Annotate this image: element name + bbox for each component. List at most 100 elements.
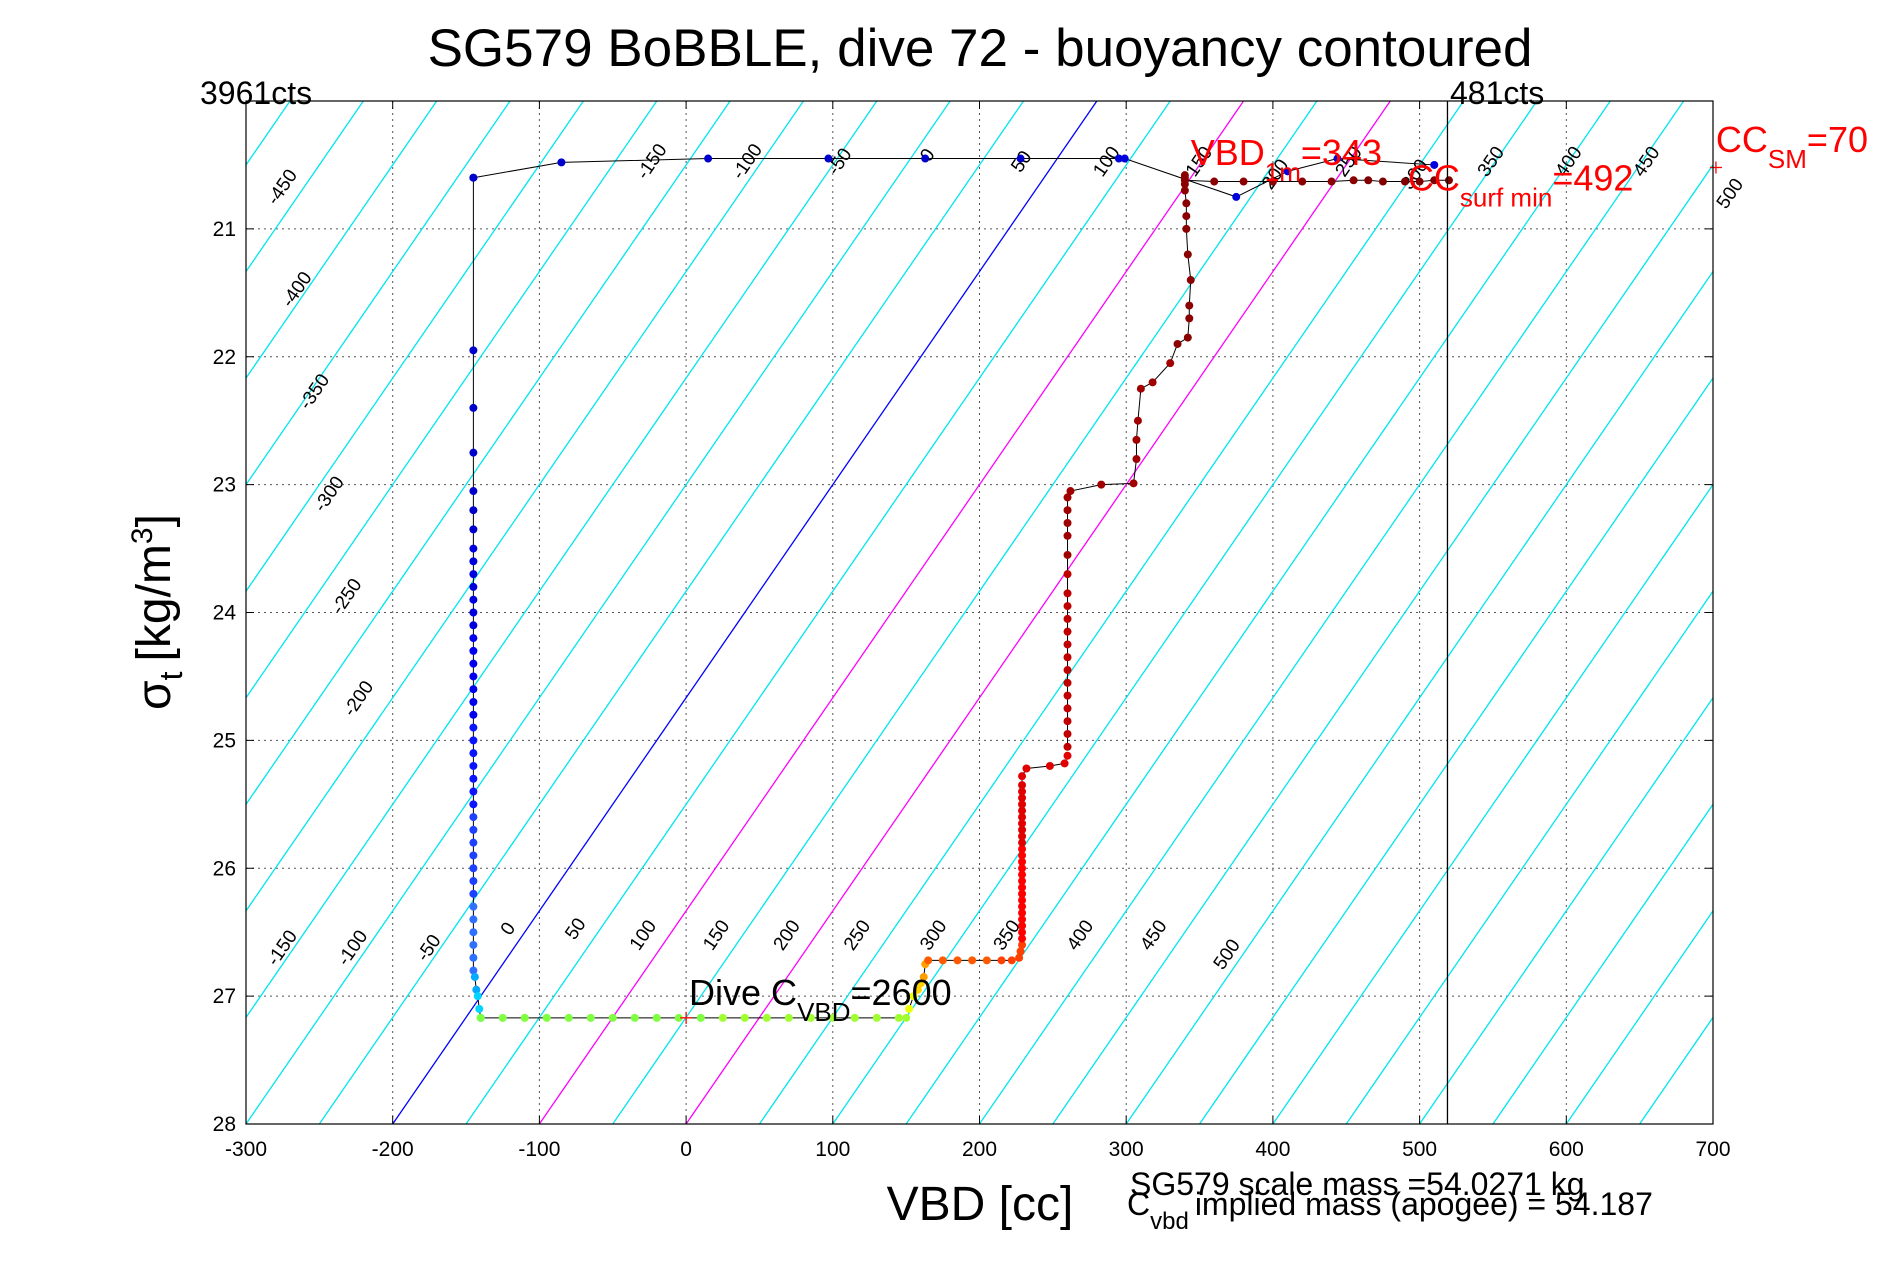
buoyancy-contour: [246, 101, 804, 913]
point-layer: [469, 154, 1453, 1022]
data-point: [1018, 883, 1027, 892]
data-point: [909, 992, 918, 1001]
data-point: [762, 1013, 771, 1022]
data-point: [1018, 915, 1027, 924]
data-point: [1132, 455, 1141, 464]
data-point: [469, 698, 478, 707]
highlight-buoyancy-contour: [685, 101, 1391, 1124]
footer-implied-mass: Cvbd implied mass (apogee) = 54.187: [1127, 1186, 1653, 1235]
highlight-buoyancy-contour: [538, 101, 1245, 1124]
buoyancy-contour: [978, 101, 1685, 1124]
y-axis-label-unit: [kg/m: [128, 544, 181, 661]
buoyancy-contour: [758, 101, 1465, 1124]
annotation-text: =343: [1301, 132, 1382, 173]
data-point: [1182, 212, 1191, 221]
buoyancy-contour: [1272, 483, 1713, 1124]
data-point: [1063, 614, 1072, 623]
data-point: [1349, 176, 1358, 185]
data-point: [1183, 333, 1192, 342]
footer-scale-mass: SG579 scale mass =54.0271 kg: [1130, 1166, 1585, 1202]
data-point: [740, 1013, 749, 1022]
data-point: [1185, 314, 1194, 323]
annotation-text: =492: [1552, 158, 1633, 199]
data-point: [469, 582, 478, 591]
data-point: [652, 1013, 661, 1022]
data-point: [469, 774, 478, 783]
data-point: [784, 1013, 793, 1022]
y-tick-label: 27: [213, 985, 236, 1008]
annotation-text: CC: [1408, 158, 1460, 199]
data-point: [469, 889, 478, 898]
data-point: [586, 1013, 595, 1022]
data-point: [469, 634, 478, 643]
data-point: [997, 956, 1006, 965]
data-point: [916, 979, 925, 988]
data-point: [1173, 339, 1182, 348]
data-point: [1063, 550, 1072, 559]
data-point: [1400, 177, 1409, 186]
contour-layer: [246, 101, 1713, 1124]
data-point: [1232, 192, 1241, 201]
annotation-text: VBD: [1191, 132, 1265, 173]
data-point: [1185, 301, 1194, 310]
data-point: [469, 646, 478, 655]
data-point: [469, 928, 478, 937]
data-point: [696, 1013, 705, 1022]
buoyancy-contour: [1492, 803, 1713, 1124]
annotation: CCSM=70: [1716, 119, 1868, 174]
annotation-text: Dive C: [689, 972, 797, 1013]
data-point: [498, 1013, 507, 1022]
buoyancy-contour: [246, 101, 438, 380]
data-point: [1210, 177, 1219, 186]
data-point: [469, 851, 478, 860]
data-point: [469, 953, 478, 962]
footer-text: implied mass (apogee) = 54.187: [1195, 1186, 1653, 1222]
data-point: [469, 966, 478, 975]
data-point: [1327, 177, 1336, 186]
y-tick-label: 22: [213, 346, 236, 369]
buoyancy-contour: [1345, 590, 1713, 1124]
y-axis-label-unit-superscript: 3: [126, 527, 159, 544]
data-point: [1018, 940, 1027, 949]
data-point: [608, 1013, 617, 1022]
neutral-buoyancy-contour: [392, 101, 1098, 1124]
data-point: [1018, 877, 1027, 886]
data-point: [1063, 704, 1072, 713]
data-point: [953, 956, 962, 965]
data-point: [1060, 759, 1069, 768]
y-axis-label-unit-close: ]: [128, 514, 181, 527]
data-point: [469, 685, 478, 694]
data-point: [1182, 224, 1191, 233]
data-point: [1120, 154, 1129, 163]
chart-title: SG579 BoBBLE, dive 72 - buoyancy contour…: [428, 19, 1533, 78]
data-point: [1066, 487, 1075, 496]
data-point: [476, 1013, 485, 1022]
data-point: [475, 1004, 484, 1013]
data-point: [1180, 186, 1189, 195]
data-point: [1016, 947, 1025, 956]
y-axis-label-subscript: t: [153, 671, 189, 680]
data-point: [1018, 921, 1027, 930]
x-tick-label: 400: [1255, 1138, 1290, 1161]
data-point: [1018, 793, 1027, 802]
data-point: [1063, 518, 1072, 527]
data-point: [1333, 154, 1342, 163]
annotation-text: =70: [1807, 119, 1868, 160]
annotation-text: =2600: [851, 972, 952, 1013]
x-tick-label: 600: [1549, 1138, 1584, 1161]
data-point: [1063, 751, 1072, 760]
data-point: [469, 621, 478, 630]
data-point: [1430, 176, 1439, 185]
x-tick-label: 0: [680, 1138, 692, 1161]
annotation-subscript: SM: [1768, 144, 1807, 174]
data-point: [1166, 359, 1175, 368]
data-point: [469, 877, 478, 886]
data-point: [1180, 176, 1189, 185]
data-point: [1018, 772, 1027, 781]
data-point: [1018, 838, 1027, 847]
y-axis-label: σt [kg/m3]: [126, 514, 189, 710]
annotation: Dive CVBD=2600: [689, 972, 952, 1027]
buoyancy-contour: [246, 101, 731, 806]
